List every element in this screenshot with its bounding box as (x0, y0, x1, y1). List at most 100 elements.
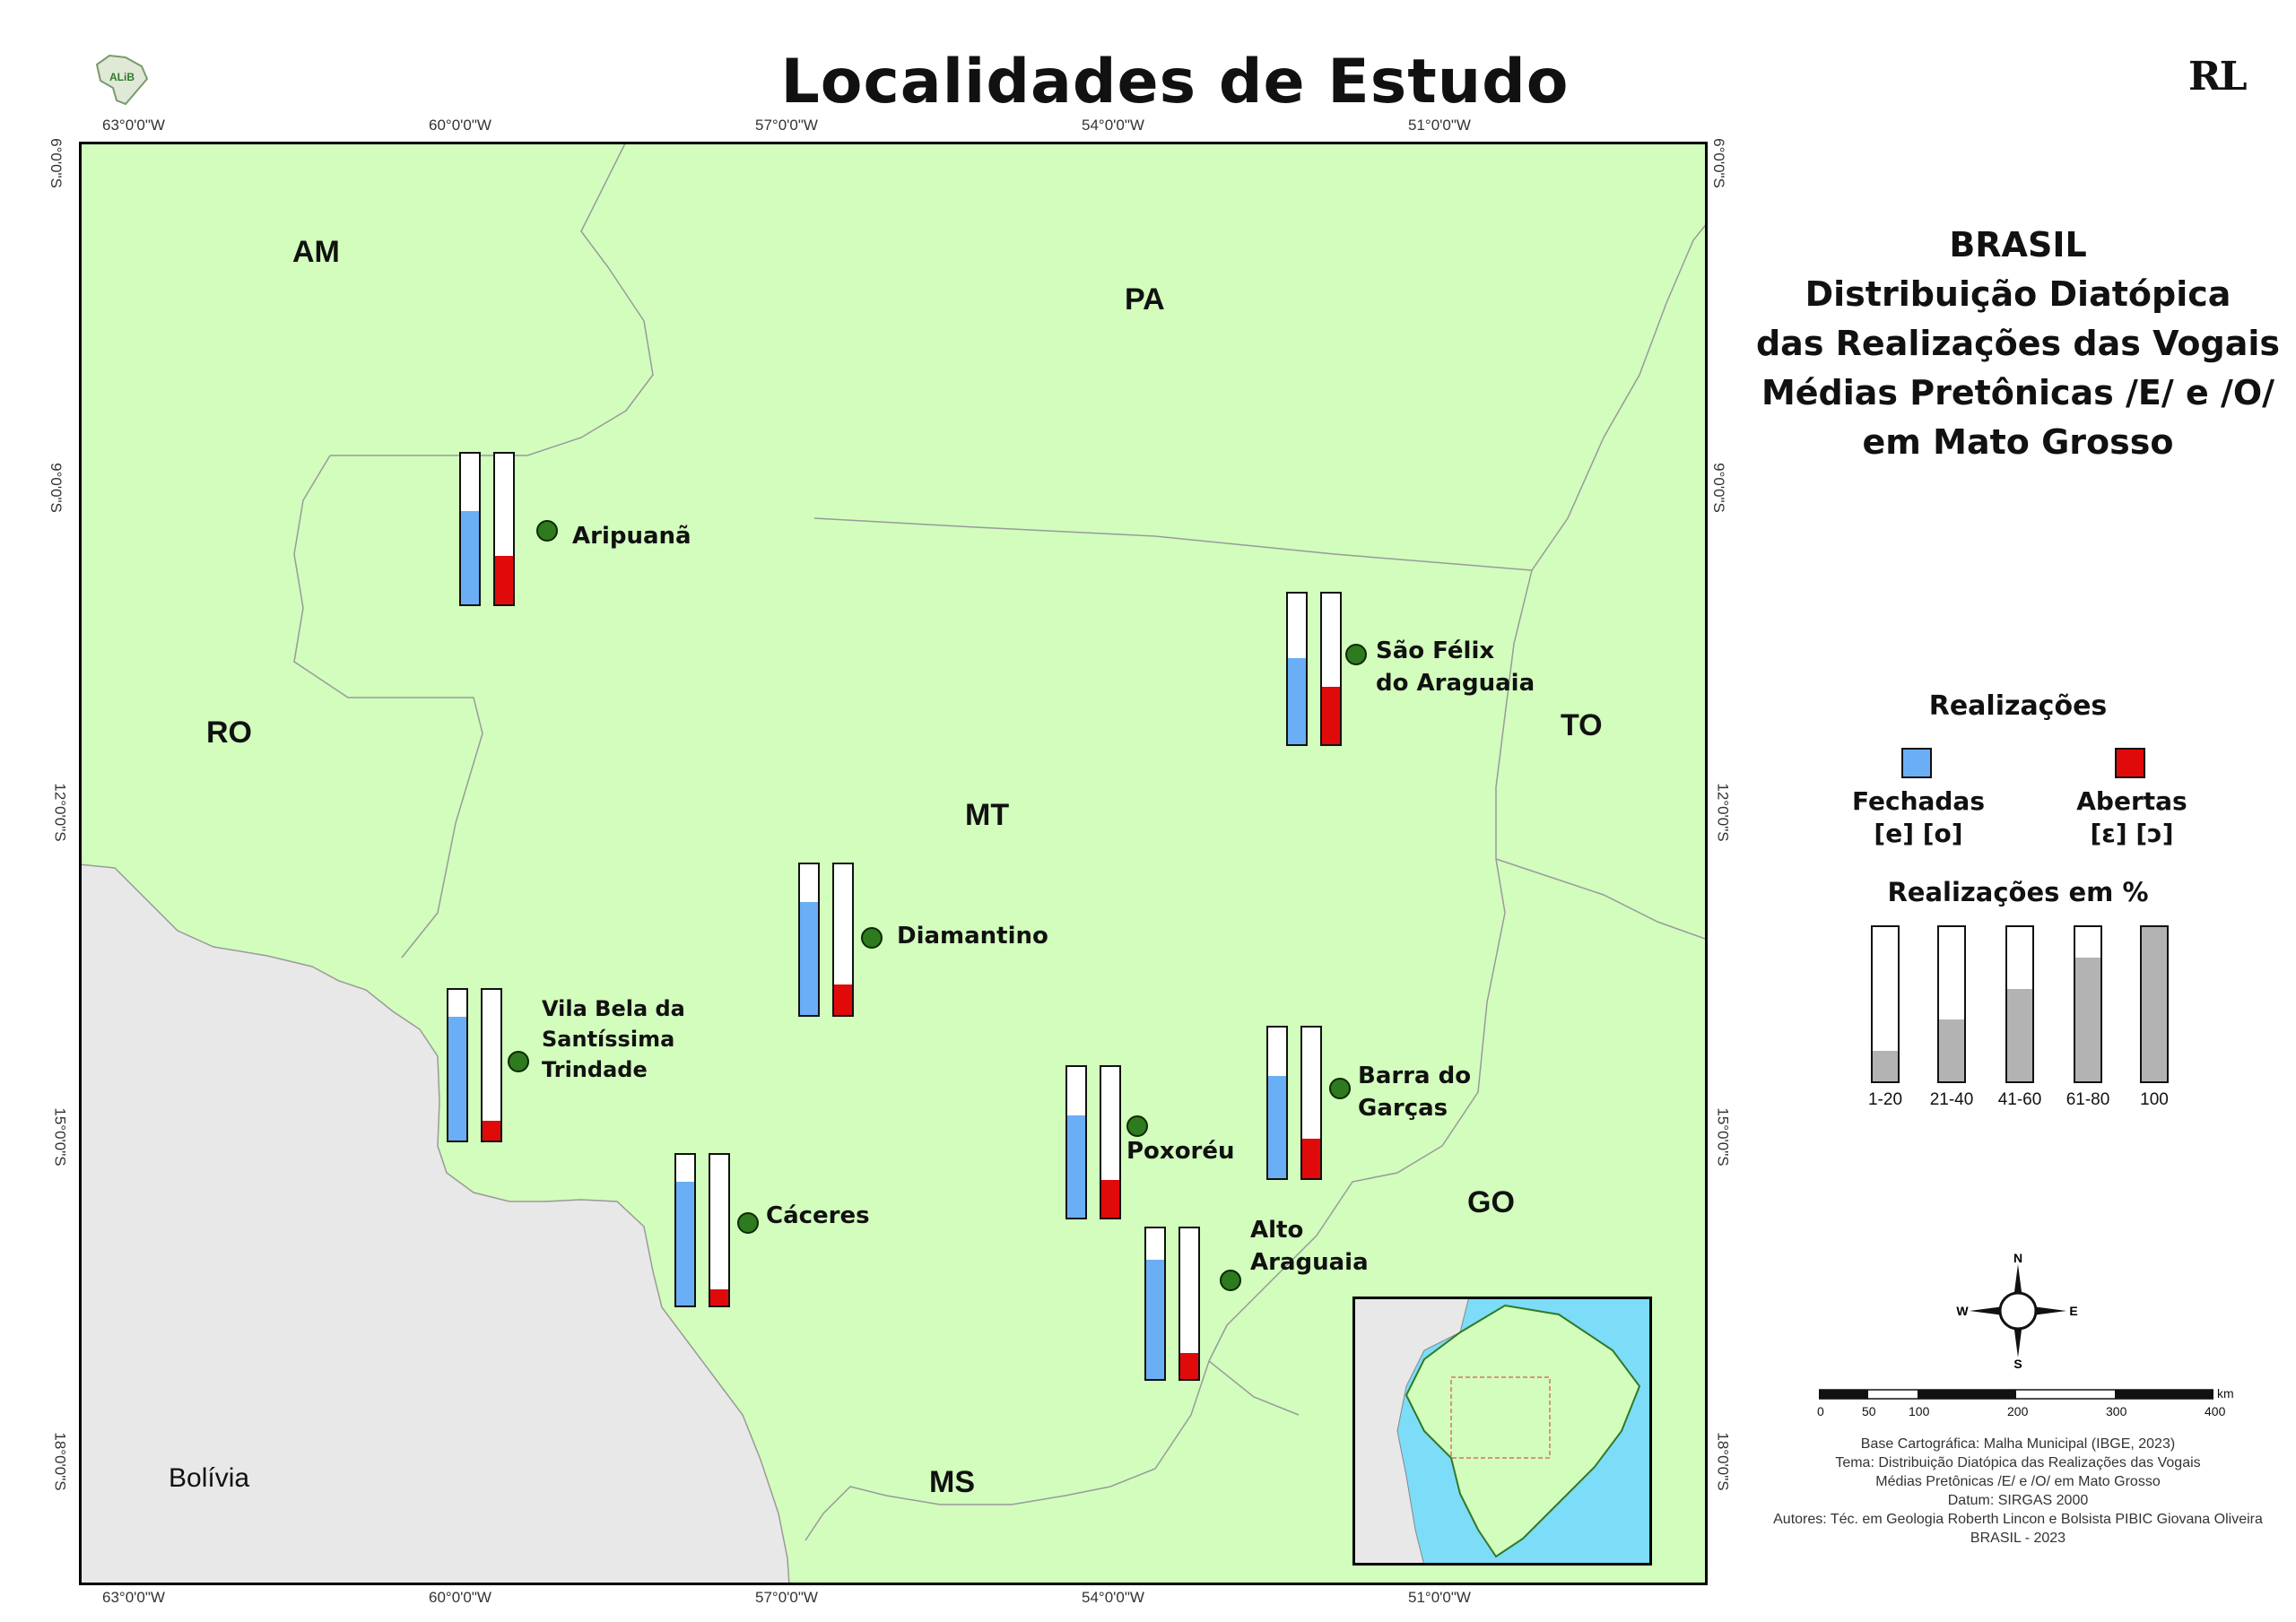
border-mt-go (1208, 1360, 1300, 1416)
tick-label: 18°0'0"S (51, 1432, 69, 1491)
pct-legend-bar (2140, 925, 2169, 1083)
scale-label: 200 (2007, 1404, 2029, 1418)
alib-logo: ALiB (90, 52, 152, 111)
map-border (78, 141, 1709, 1586)
border-pa-mt (813, 517, 1533, 571)
scale-unit: km (2217, 1386, 2234, 1401)
open-bar (481, 988, 502, 1142)
scale-label: 300 (2106, 1404, 2127, 1418)
tick-label: 54°0'0"W (1082, 117, 1144, 134)
state-label-ro: RO (206, 716, 252, 750)
compass-w: W (1956, 1304, 1969, 1318)
pct-legend-bar (1871, 925, 1900, 1083)
locality-marker[interactable] (1126, 1115, 1148, 1137)
compass-e: E (2069, 1304, 2077, 1318)
locality-marker[interactable] (508, 1051, 529, 1072)
state-label-go: GO (1467, 1185, 1515, 1219)
tick-label: 57°0'0"W (755, 117, 818, 134)
border-to-mt (1208, 569, 1533, 1362)
tick-label: 18°0'0"S (1714, 1432, 1732, 1491)
scale-label: 50 (1862, 1404, 1876, 1418)
tick-label: 15°0'0"S (51, 1107, 69, 1167)
locality-marker[interactable] (1329, 1078, 1351, 1099)
pct-legend-label: 100 (2140, 1090, 2169, 1109)
compass-rose-icon: N S E W (1955, 1251, 2081, 1374)
border-to-go (1495, 858, 1709, 941)
tick-label: 15°0'0"S (1714, 1107, 1732, 1167)
closed-bar (447, 988, 468, 1142)
closed-bar (1144, 1227, 1166, 1381)
scale-label: 0 (1817, 1404, 1824, 1418)
state-label-pa: PA (1125, 282, 1165, 317)
legend-closed-label: Fechadas [e] [o] (1851, 786, 1985, 848)
pct-legend-label: 61-80 (2066, 1090, 2110, 1109)
legend-swatch-closed (1901, 748, 1932, 778)
pct-legend-label: 21-40 (1929, 1090, 1974, 1109)
state-label-am: AM (292, 235, 340, 269)
legend-title: Realizações (1928, 690, 2108, 722)
tick-label: 63°0'0"W (102, 1589, 165, 1606)
locality-marker[interactable] (1345, 644, 1367, 665)
pct-legend-title: Realizações em % (1887, 877, 2149, 907)
tick-label: 54°0'0"W (1082, 1589, 1144, 1606)
compass-n: N (2013, 1253, 2022, 1265)
border-ro-mt (293, 455, 483, 958)
tick-label: 6°0'0"S (47, 138, 65, 188)
closed-bar (1266, 1026, 1288, 1180)
tick-label: 57°0'0"W (755, 1589, 818, 1606)
open-bar (1300, 1026, 1322, 1180)
tick-label: 60°0'0"W (429, 117, 491, 134)
map-credits: Base Cartográfica: Malha Municipal (IBGE… (1773, 1436, 2263, 1546)
open-bar (493, 452, 515, 606)
scale-label: 400 (2205, 1404, 2226, 1418)
locality-label: Vila Bela da Santíssima Trindade (542, 996, 685, 1082)
tick-label: 9°0'0"S (1709, 463, 1727, 513)
map-title: Localidades de Estudo (780, 47, 1570, 117)
closed-bar (1286, 592, 1308, 746)
map-theme-title: BRASIL Distribuição Diatópica das Realiz… (1755, 225, 2281, 462)
tick-label: 51°0'0"W (1408, 1589, 1471, 1606)
legend-swatch-open (2115, 748, 2145, 778)
state-label-mt: MT (965, 798, 1010, 832)
pct-legend-label: 41-60 (1997, 1090, 2042, 1109)
tick-label: 60°0'0"W (429, 1589, 491, 1606)
tick-label: 63°0'0"W (102, 117, 165, 134)
tick-label: 12°0'0"S (51, 783, 69, 842)
country-label-bolivia: Bolívia (169, 1463, 250, 1493)
locality-label: Alto Araguaia (1250, 1217, 1369, 1276)
inset-locator-map[interactable] (1352, 1296, 1652, 1569)
border-am-pa (330, 141, 654, 456)
tick-label: 9°0'0"S (47, 463, 65, 513)
pct-legend-bar (2005, 925, 2034, 1083)
compass-s: S (2013, 1357, 2022, 1370)
locality-marker[interactable] (536, 520, 558, 542)
rl-logo: RL (2188, 54, 2248, 100)
state-label-to: TO (1561, 708, 1603, 742)
locality-label: Barra do Garças (1358, 1063, 1472, 1122)
locality-label: Diamantino (897, 923, 1048, 950)
locality-label: São Félix do Araguaia (1376, 638, 1535, 697)
bolivia-area (78, 863, 790, 1586)
tick-label: 51°0'0"W (1408, 117, 1471, 134)
locality-marker[interactable] (861, 927, 883, 949)
border-mt-ms (804, 1360, 1210, 1541)
legend-open-label: Abertas [ɛ] [ɔ] (2076, 786, 2187, 848)
pct-legend-label: 1-20 (1867, 1090, 1903, 1109)
border-pa-to (1531, 221, 1709, 571)
state-label-ms: MS (929, 1465, 975, 1499)
locality-label: Poxoréu (1126, 1138, 1235, 1165)
locality-label: Cáceres (766, 1202, 870, 1229)
open-bar (1178, 1227, 1200, 1381)
locality-marker[interactable] (737, 1212, 759, 1234)
open-bar (832, 863, 854, 1017)
open-bar (709, 1153, 730, 1307)
locality-marker[interactable] (1220, 1270, 1241, 1291)
tick-label: 12°0'0"S (1714, 783, 1732, 842)
pct-legend-bar (2074, 925, 2102, 1083)
open-bar (1100, 1065, 1121, 1219)
alib-logo-text: ALiB (109, 71, 135, 83)
tick-label: 6°0'0"S (1709, 138, 1727, 188)
open-bar (1320, 592, 1342, 746)
closed-bar (798, 863, 820, 1017)
closed-bar (459, 452, 481, 606)
